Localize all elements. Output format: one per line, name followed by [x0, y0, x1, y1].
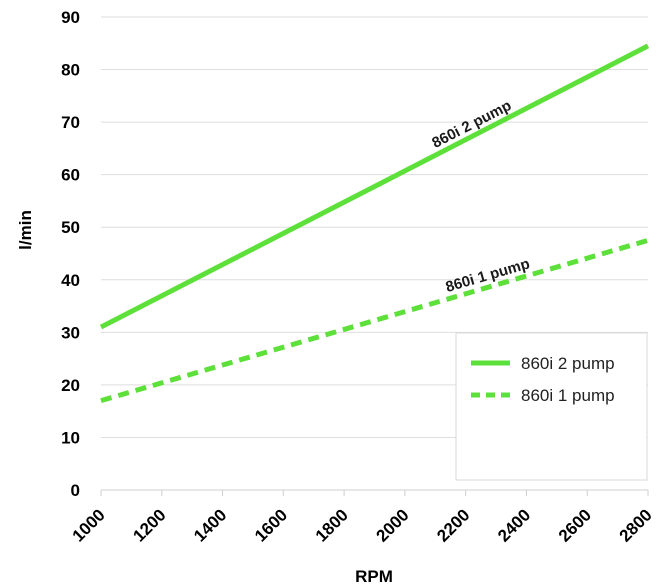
y-tick-label: 60: [61, 166, 80, 185]
y-tick-label: 0: [71, 481, 80, 500]
series-line-2-pump: [101, 46, 648, 327]
y-tick-label: 10: [61, 428, 80, 447]
y-tick-label: 80: [61, 61, 80, 80]
line-label-2-pump: 860i 2 pump: [429, 97, 514, 152]
x-tick-label: 1400: [190, 505, 230, 545]
legend-label-2-pump: 860i 2 pump: [521, 354, 615, 373]
y-tick-label: 90: [61, 8, 80, 27]
x-tick-label: 2400: [494, 505, 534, 545]
x-axis-title: RPM: [355, 567, 393, 586]
x-tick-label: 2000: [373, 505, 413, 545]
y-tick-label: 40: [61, 271, 80, 290]
x-tick-label: 1000: [69, 505, 109, 545]
x-tick-label: 2800: [616, 505, 656, 545]
x-tick-label: 1600: [251, 505, 291, 545]
y-axis-title: l/min: [16, 210, 35, 250]
y-tick-label: 20: [61, 376, 80, 395]
legend-label-1-pump: 860i 1 pump: [521, 386, 615, 405]
legend: 860i 2 pump 860i 1 pump: [456, 333, 647, 480]
y-tick-label: 70: [61, 113, 80, 132]
x-tick-label: 2200: [433, 505, 473, 545]
x-tick-label: 1200: [129, 505, 169, 545]
x-tick-label: 2600: [555, 505, 595, 545]
y-tick-label: 30: [61, 323, 80, 342]
y-tick-label: 50: [61, 218, 80, 237]
x-tick-label: 1800: [312, 505, 352, 545]
x-axis: 1000 1200 1400 1600 1800 2000 2200 2400 2600 2800: [69, 490, 656, 546]
y-axis: 0 10 20 30 40 50 60 70 80 90: [61, 8, 80, 500]
